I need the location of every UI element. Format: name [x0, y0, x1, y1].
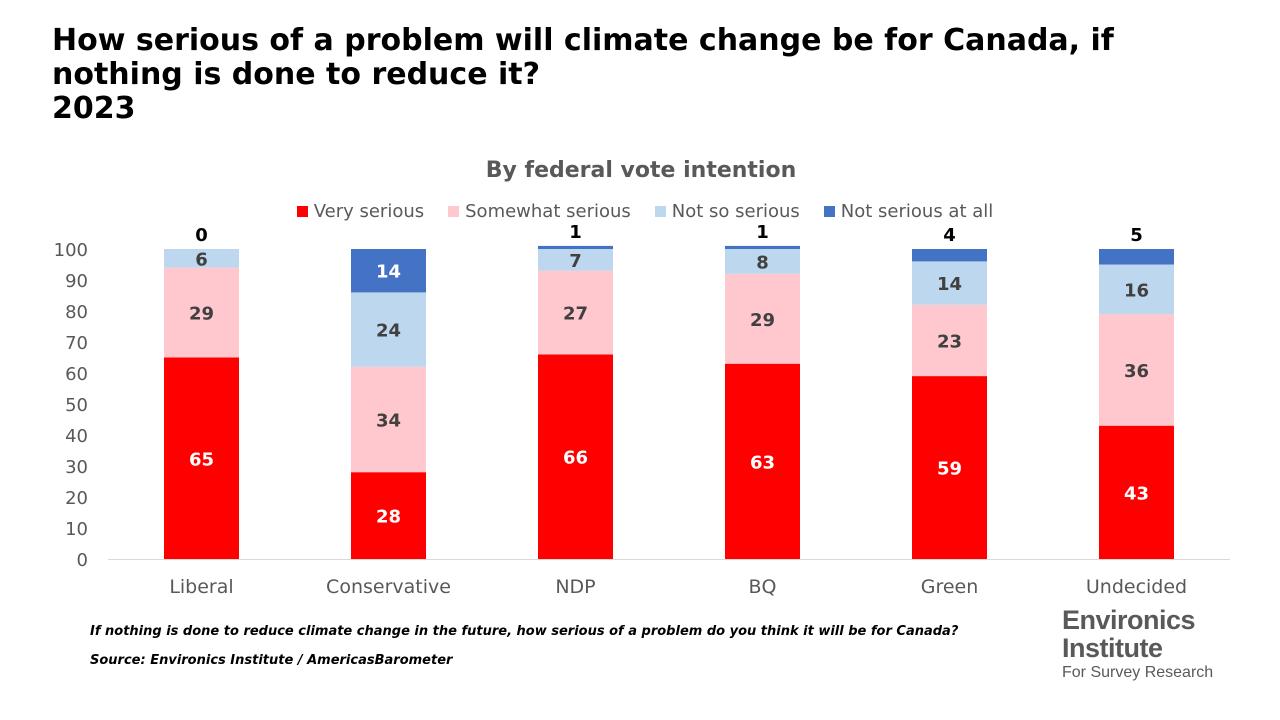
data-label-not-serious-at-all: 14	[376, 262, 401, 283]
y-tick-label: 100	[54, 240, 88, 261]
x-category-label: NDP	[555, 576, 595, 598]
data-label-not-so-serious: 24	[376, 321, 401, 342]
logo-line-2: Institute	[1062, 633, 1163, 663]
logo-line-3: For Survey Research	[1062, 664, 1214, 681]
y-tick-label: 70	[65, 333, 88, 354]
bar-very-serious	[351, 472, 426, 559]
legend-swatch-somewhat-serious	[448, 206, 460, 217]
legend-item-very-serious: Very serious	[296, 201, 425, 222]
data-label-not-serious-at-all: 1	[569, 222, 582, 243]
data-label-not-so-serious: 6	[195, 249, 208, 270]
data-label-somewhat-serious: 27	[563, 304, 588, 325]
legend-item-not-so-serious: Not so serious	[654, 201, 800, 222]
x-category-label: Green	[921, 576, 979, 598]
legend-item-somewhat-serious: Somewhat serious	[448, 201, 631, 222]
data-label-somewhat-serious: 23	[937, 331, 962, 352]
bar-very-serious	[912, 376, 987, 559]
legend-label-very-serious: Very serious	[313, 201, 425, 222]
bar-not-so-serious	[538, 249, 613, 271]
bar-very-serious	[725, 363, 800, 559]
bar-not-serious-at-all	[538, 245, 613, 249]
data-label-not-serious-at-all: 1	[756, 222, 769, 243]
data-label-very-serious: 59	[937, 459, 962, 480]
bar-somewhat-serious	[538, 270, 613, 355]
bar-not-serious-at-all	[351, 249, 426, 293]
chart-legend: Very serious Somewhat serious Not so ser…	[0, 201, 1280, 222]
data-label-not-so-serious: 16	[1124, 280, 1149, 301]
bar-not-so-serious	[351, 292, 426, 367]
bar-not-so-serious	[725, 249, 800, 274]
x-category-label: Liberal	[169, 576, 233, 598]
bar-somewhat-serious	[351, 366, 426, 473]
y-tick-label: 80	[65, 302, 88, 323]
bar-somewhat-serious	[725, 273, 800, 364]
footnote-source: Source: Environics Institute / AmericasB…	[90, 653, 453, 668]
y-tick-label: 0	[77, 550, 88, 571]
data-label-very-serious: 65	[189, 449, 214, 470]
data-label-not-serious-at-all: 4	[943, 225, 956, 246]
legend-label-not-serious-at-all: Not serious at all	[840, 201, 994, 222]
chart-title: How serious of a problem will climate ch…	[52, 24, 1232, 126]
chart-subtitle: By federal vote intention	[485, 158, 797, 183]
data-label-somewhat-serious: 29	[189, 304, 214, 325]
data-label-very-serious: 28	[376, 507, 401, 528]
x-category-label: Conservative	[326, 576, 451, 598]
chart-title-text: How serious of a problem will climate ch…	[52, 23, 1114, 92]
legend-swatch-not-serious-at-all	[823, 206, 835, 217]
data-label-not-serious-at-all: 0	[195, 225, 208, 246]
data-label-somewhat-serious: 34	[376, 411, 401, 432]
footnote-question: If nothing is done to reduce climate cha…	[90, 624, 959, 639]
y-tick-label: 20	[65, 488, 88, 509]
legend-label-somewhat-serious: Somewhat serious	[465, 201, 631, 222]
data-label-not-so-serious: 7	[569, 251, 582, 272]
y-tick-label: 30	[65, 457, 88, 478]
bar-not-so-serious	[164, 249, 239, 268]
data-label-not-so-serious: 14	[937, 274, 962, 295]
chart-year: 2023	[52, 91, 136, 126]
legend-swatch-not-so-serious	[654, 206, 666, 217]
logo-line-1: Environics	[1062, 605, 1196, 635]
data-label-very-serious: 66	[563, 448, 588, 469]
y-tick-label: 90	[65, 271, 88, 292]
bar-somewhat-serious	[164, 267, 239, 358]
bar-not-serious-at-all	[725, 245, 800, 249]
y-tick-label: 40	[65, 426, 88, 447]
data-label-somewhat-serious: 36	[1124, 361, 1149, 382]
y-tick-label: 50	[65, 395, 88, 416]
data-label-not-serious-at-all: 5	[1130, 225, 1143, 246]
bar-not-so-serious	[1099, 264, 1174, 315]
legend-item-not-serious-at-all: Not serious at all	[823, 201, 994, 222]
bar-very-serious	[164, 357, 239, 559]
bar-not-serious-at-all	[912, 249, 987, 262]
bar-very-serious	[538, 354, 613, 559]
data-label-somewhat-serious: 29	[750, 310, 775, 331]
y-tick-label: 60	[65, 364, 88, 385]
x-category-label: Undecided	[1086, 576, 1187, 598]
y-tick-label: 10	[65, 519, 88, 540]
environics-logo: Environics Institute For Survey Research	[1062, 606, 1262, 684]
legend-label-not-so-serious: Not so serious	[671, 201, 800, 222]
bar-somewhat-serious	[912, 304, 987, 377]
x-category-label: BQ	[749, 576, 777, 598]
legend-swatch-very-serious	[296, 206, 308, 217]
bar-somewhat-serious	[1099, 314, 1174, 426]
data-label-very-serious: 43	[1124, 483, 1149, 504]
bar-not-so-serious	[912, 261, 987, 305]
bar-very-serious	[1099, 425, 1174, 559]
data-label-very-serious: 63	[750, 452, 775, 473]
bar-not-serious-at-all	[1099, 249, 1174, 265]
data-label-not-so-serious: 8	[756, 252, 769, 273]
